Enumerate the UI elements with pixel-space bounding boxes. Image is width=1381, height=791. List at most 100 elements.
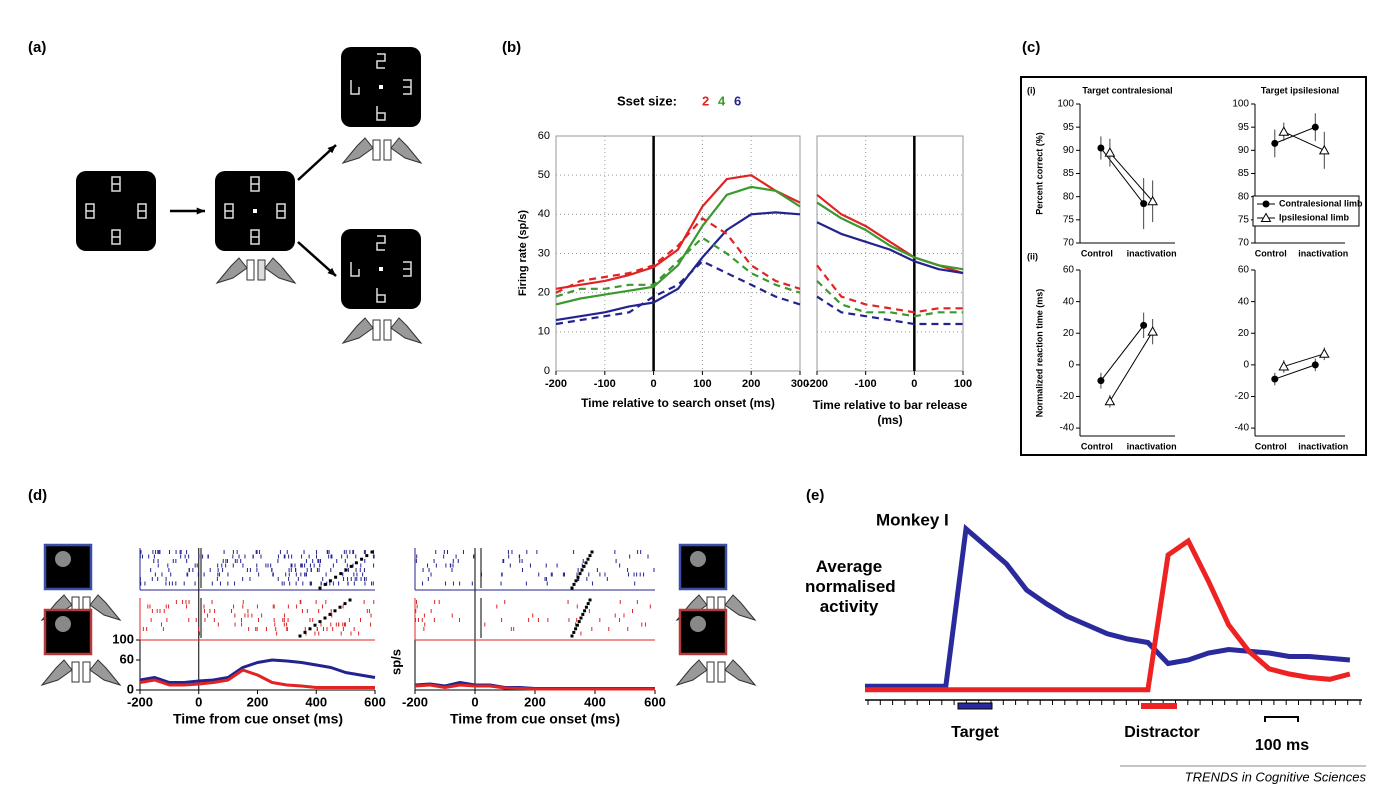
bar-icon bbox=[383, 139, 392, 161]
legend-label: 2 bbox=[702, 93, 709, 108]
series-line bbox=[414, 683, 655, 691]
y-tick-label: 100 bbox=[112, 631, 134, 646]
response-marker bbox=[572, 582, 576, 586]
data-marker bbox=[1104, 147, 1116, 157]
chart-title: Monkey I bbox=[876, 510, 949, 529]
y-tick-label: 100 bbox=[1232, 99, 1249, 110]
y-tick-label: 85 bbox=[1238, 168, 1250, 179]
subplot-label: (i) bbox=[1027, 85, 1036, 95]
stimulus-icon bbox=[678, 543, 728, 591]
x-axis-label: Time relative to bar release (ms) bbox=[812, 398, 968, 427]
data-marker bbox=[1262, 200, 1270, 208]
x-tick-label: 400 bbox=[305, 694, 327, 709]
y-tick-label: 80 bbox=[1238, 191, 1250, 202]
y-tick-label: 60 bbox=[1238, 265, 1250, 276]
arrow-head bbox=[196, 207, 205, 215]
y-tick-label: 100 bbox=[1057, 99, 1074, 110]
x-tick-label: inactivation bbox=[1298, 248, 1348, 258]
y-tick-label: 85 bbox=[1063, 168, 1075, 179]
x-tick-label: 0 bbox=[911, 378, 917, 390]
series-line bbox=[816, 264, 963, 314]
y-axis-label: Percent correct (%) bbox=[1034, 132, 1044, 215]
y-tick-label: 20 bbox=[1238, 328, 1250, 339]
letter-glyph bbox=[376, 53, 386, 69]
subplot-label: (ii) bbox=[1027, 251, 1038, 261]
x-tick-label: 200 bbox=[524, 694, 546, 709]
response-marker bbox=[584, 605, 588, 609]
bar-icon bbox=[706, 661, 715, 683]
response-marker bbox=[328, 579, 332, 583]
response-marker bbox=[574, 627, 578, 631]
legend-label: 4 bbox=[718, 93, 726, 108]
letter-glyph bbox=[350, 262, 360, 277]
bar-icon bbox=[82, 661, 91, 683]
y-tick-label: 80 bbox=[1063, 191, 1075, 202]
y-tick-label: 0 bbox=[1243, 359, 1249, 370]
stimulus-icon bbox=[43, 608, 93, 656]
stimulus-icon bbox=[690, 551, 706, 567]
data-marker bbox=[1140, 200, 1148, 208]
response-marker bbox=[303, 630, 307, 634]
hand-icon bbox=[89, 659, 122, 686]
x-tick-label: inactivation bbox=[1298, 441, 1348, 451]
x-axis-label: Time from cue onset (ms) bbox=[173, 711, 343, 727]
arrow bbox=[297, 144, 337, 181]
x-tick-label: 200 bbox=[247, 694, 269, 709]
panel-label: (e) bbox=[806, 487, 824, 504]
response-marker bbox=[590, 550, 594, 554]
x-tick-label: 600 bbox=[364, 694, 386, 709]
y-tick-label: 50 bbox=[538, 169, 550, 181]
y-tick-label: 75 bbox=[1238, 214, 1250, 225]
data-marker bbox=[1318, 144, 1330, 155]
y-tick-label: 20 bbox=[1063, 328, 1075, 339]
y-tick-label: 0 bbox=[1068, 359, 1074, 370]
panel-label: (b) bbox=[502, 39, 521, 56]
letter-glyph bbox=[376, 235, 386, 251]
response-marker bbox=[344, 568, 348, 572]
event-marker bbox=[1141, 703, 1177, 709]
data-marker bbox=[1140, 321, 1148, 329]
response-marker bbox=[323, 582, 327, 586]
response-marker bbox=[370, 550, 374, 554]
series-line bbox=[1109, 331, 1154, 402]
footer: TRENDS in Cognitive Sciences bbox=[1185, 769, 1367, 784]
y-axis-label: Average normalised activity bbox=[805, 557, 896, 616]
response-marker bbox=[313, 623, 317, 627]
y-tick-label: 60 bbox=[1063, 265, 1075, 276]
panel-frame bbox=[1020, 76, 1367, 456]
y-tick-label: 90 bbox=[1238, 145, 1250, 156]
x-tick-label: 100 bbox=[954, 378, 972, 390]
data-marker bbox=[1311, 361, 1319, 369]
response-marker bbox=[584, 561, 588, 565]
arrow bbox=[297, 241, 337, 277]
fixation-dot bbox=[253, 209, 257, 213]
x-tick-label: Control bbox=[1255, 441, 1287, 451]
response-marker bbox=[570, 634, 574, 638]
response-marker bbox=[318, 586, 322, 590]
x-tick-label: 600 bbox=[644, 694, 666, 709]
x-tick-label: -100 bbox=[855, 378, 877, 390]
y-tick-label: -40 bbox=[1060, 423, 1075, 434]
x-tick-label: -100 bbox=[594, 378, 616, 390]
response-marker bbox=[580, 568, 584, 572]
response-marker bbox=[333, 609, 337, 613]
response-marker bbox=[588, 598, 592, 602]
response-marker bbox=[588, 554, 592, 558]
event-marker bbox=[957, 702, 993, 710]
y-tick-label: 40 bbox=[1238, 296, 1250, 307]
x-tick-label: 400 bbox=[584, 694, 606, 709]
response-marker bbox=[582, 564, 586, 568]
response-marker bbox=[577, 620, 581, 624]
y-tick-label: 75 bbox=[1063, 214, 1075, 225]
series-line bbox=[555, 211, 801, 322]
bar-icon bbox=[717, 661, 726, 683]
response-marker bbox=[298, 634, 302, 638]
bar-icon bbox=[372, 319, 381, 341]
hand-icon bbox=[390, 317, 423, 344]
x-tick-label: Control bbox=[1255, 248, 1287, 258]
series-line bbox=[1109, 152, 1154, 202]
series-line bbox=[555, 174, 801, 290]
series-line bbox=[816, 295, 963, 326]
